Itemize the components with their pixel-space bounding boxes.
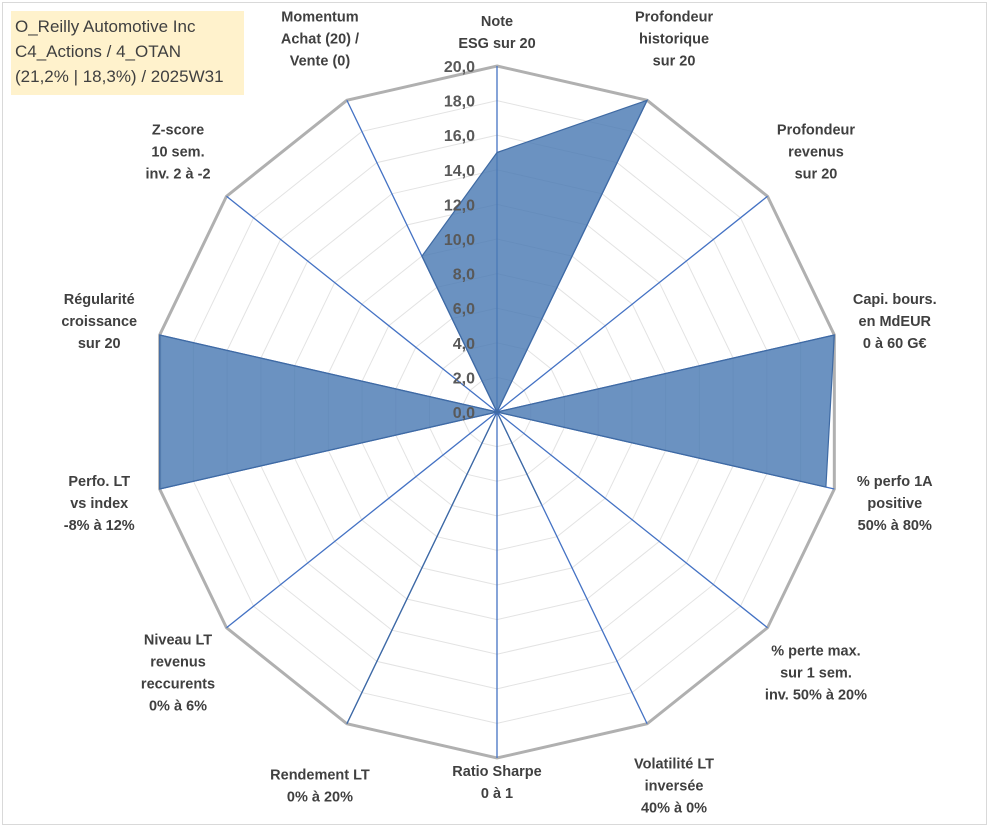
axis-label: Profondeur revenus sur 20 — [777, 123, 855, 183]
axis-label-line: 0 à 60 G€ — [863, 336, 927, 352]
tick-label: 18,0 — [444, 94, 475, 111]
tick-label: 6,0 — [453, 301, 475, 318]
axis-label-line: Ratio Sharpe — [452, 764, 541, 780]
axis-label-layer: Note ESG sur 20 Profondeur historique sur 20… — [61, 9, 936, 816]
axis-label-line: 10 sem. — [151, 145, 204, 161]
tick-label: 16,0 — [444, 128, 475, 145]
axis-label-line: historique — [639, 31, 709, 47]
axis-label: Capi. bours. en MdEUR 0 à 60 G€ — [853, 292, 937, 352]
axis-label: Niveau LT revenus reccurents 0% à 6% — [141, 632, 215, 714]
axis-label-line: 40% à 0% — [641, 801, 707, 817]
axis-label: % perte max. sur 1 sem. inv. 50% à 20% — [765, 643, 867, 703]
axis-label-line: 0% à 20% — [287, 790, 353, 806]
axis-label-line: revenus — [788, 145, 844, 161]
axis-label: Ratio Sharpe 0 à 1 — [452, 764, 541, 802]
axis-label-line: ESG sur 20 — [458, 36, 535, 52]
axis-spoke — [496, 195, 768, 413]
axis-label-line: Perfo. LT — [68, 474, 130, 490]
tick-label: 14,0 — [444, 163, 475, 180]
axis-label: % perfo 1A positive 50% à 80% — [857, 474, 933, 534]
axis-label: Z-score 10 sem. inv. 2 à -2 — [146, 123, 211, 183]
axis-label-line: % perfo 1A — [857, 474, 933, 490]
axis-label-line: Vente (0) — [290, 53, 351, 69]
axis-label-line: inv. 50% à 20% — [765, 687, 867, 703]
tick-label: 4,0 — [453, 336, 475, 353]
axis-label: Note ESG sur 20 — [458, 14, 535, 52]
axis-label: Profondeur historique sur 20 — [635, 9, 713, 69]
axis-label-line: 0 à 1 — [481, 786, 513, 802]
tick-label: 10,0 — [444, 232, 475, 249]
axis-label-line: -8% à 12% — [64, 518, 135, 534]
axis-spoke — [226, 411, 498, 629]
axis-label-line: Rendement LT — [270, 768, 370, 784]
axis-label-line: sur 20 — [653, 53, 696, 69]
axis-label: Régularité croissance sur 20 — [61, 292, 137, 352]
axis-label-line: vs index — [70, 496, 128, 512]
axis-spoke — [496, 411, 768, 629]
axis-label-line: inv. 2 à -2 — [146, 167, 211, 183]
chart-title-box: O_Reilly Automotive Inc C4_Actions / 4_O… — [11, 11, 244, 95]
tick-label: 20,0 — [444, 59, 475, 76]
title-line-1: O_Reilly Automotive Inc — [15, 17, 196, 36]
axis-label-line: inversée — [645, 779, 704, 795]
axis-label-line: positive — [867, 496, 922, 512]
axis-label-line: Profondeur — [777, 123, 855, 139]
axis-label-line: croissance — [61, 314, 137, 330]
axis-label-line: sur 1 sem. — [780, 665, 852, 681]
axis-label-line: Momentum — [281, 9, 358, 25]
axis-label-line: reccurents — [141, 676, 215, 692]
axis-label-line: 0% à 6% — [149, 698, 207, 714]
axis-label-line: sur 20 — [795, 167, 838, 183]
axis-label: Volatilité LT inversée 40% à 0% — [634, 757, 714, 817]
axis-label: Rendement LT 0% à 20% — [270, 768, 370, 806]
axis-label-line: sur 20 — [78, 336, 121, 352]
axis-label-line: Profondeur — [635, 9, 713, 25]
axis-label-line: 50% à 80% — [858, 518, 932, 534]
tick-label: 8,0 — [453, 267, 475, 284]
axis-label: Momentum Achat (20) / Vente (0) — [281, 9, 359, 69]
axis-label-line: Note — [481, 14, 513, 30]
axis-label-line: Z-score — [152, 123, 204, 139]
axis-label-line: Volatilité LT — [634, 757, 714, 773]
tick-layer: 0,0 2,0 4,0 6,0 8,0 10,0 12,0 14,0 16,0 18,0 20,0 — [444, 59, 475, 422]
axis-label-line: en MdEUR — [859, 314, 932, 330]
title-line-2: C4_Actions / 4_OTAN — [15, 42, 181, 61]
title-line-3: (21,2% | 18,3%) / 2025W31 — [15, 67, 224, 86]
axis-label-line: Régularité — [64, 292, 135, 308]
axis-label-line: Niveau LT — [144, 632, 212, 648]
axis-spoke — [226, 195, 498, 413]
tick-label: 12,0 — [444, 197, 475, 214]
tick-label: 2,0 — [453, 370, 475, 387]
axis-label-line: Capi. bours. — [853, 292, 937, 308]
axis-label-line: revenus — [150, 654, 206, 670]
axis-label-line: % perte max. — [771, 643, 860, 659]
series-layer — [159, 99, 835, 724]
axis-label: Perfo. LT vs index -8% à 12% — [64, 474, 135, 534]
axis-label-line: Achat (20) / — [281, 31, 359, 47]
tick-label: 0,0 — [453, 405, 475, 422]
series-area — [159, 99, 835, 724]
